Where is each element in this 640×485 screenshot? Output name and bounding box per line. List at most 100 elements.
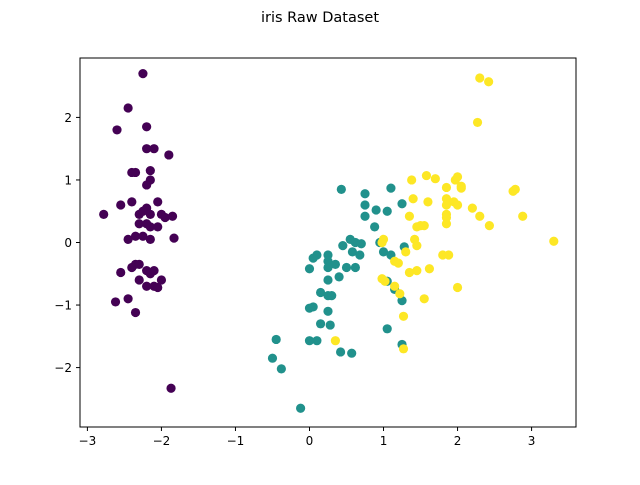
data-point-2-4 — [430, 174, 440, 184]
data-point-0-3 — [142, 122, 152, 132]
data-point-1-21 — [350, 262, 360, 273]
data-point-0-27 — [123, 234, 133, 244]
data-point-2-33 — [549, 236, 559, 246]
data-point-0-12 — [99, 209, 109, 219]
data-point-2-34 — [412, 241, 422, 251]
data-point-0-25 — [145, 222, 155, 232]
data-point-0-11 — [142, 180, 152, 190]
x-tick-label: −2 — [153, 434, 171, 448]
data-point-2-29 — [484, 221, 494, 231]
data-point-2-14 — [423, 197, 433, 207]
x-tick-label: 3 — [528, 434, 536, 448]
data-point-1-29 — [334, 272, 344, 282]
data-point-1-15 — [308, 253, 318, 263]
data-point-2-5 — [407, 175, 417, 185]
data-point-0-21 — [160, 212, 170, 223]
data-point-0-39 — [156, 275, 167, 285]
data-point-2-2 — [472, 117, 483, 128]
data-point-2-20 — [404, 211, 415, 221]
data-point-1-45 — [335, 347, 346, 357]
data-point-2-13 — [408, 194, 418, 204]
data-point-0-38 — [116, 267, 126, 278]
data-point-0-1 — [123, 103, 133, 113]
data-point-0-4 — [142, 144, 152, 154]
data-point-0-26 — [153, 222, 163, 232]
data-point-1-37 — [323, 306, 333, 316]
data-point-0-33 — [127, 262, 137, 273]
data-point-1-2 — [360, 189, 370, 199]
data-point-2-23 — [475, 211, 485, 221]
data-point-2-28 — [441, 219, 452, 229]
data-point-0-34 — [134, 259, 144, 269]
data-point-1-20 — [341, 262, 352, 273]
data-point-2-17 — [441, 200, 452, 210]
data-point-0-5 — [149, 144, 159, 154]
data-point-0-2 — [112, 125, 122, 135]
x-tick-label: −3 — [79, 434, 97, 448]
data-point-2-18 — [452, 200, 463, 210]
data-point-1-17 — [330, 259, 340, 269]
x-tick-label: 2 — [454, 434, 462, 448]
data-point-1-22 — [347, 247, 358, 257]
data-point-2-41 — [404, 267, 415, 278]
data-point-2-47 — [395, 289, 405, 299]
data-point-2-26 — [412, 222, 422, 232]
data-point-1-3 — [360, 200, 370, 210]
data-point-2-40 — [412, 266, 422, 276]
data-point-2-31 — [377, 237, 387, 248]
data-point-1-11 — [356, 239, 366, 249]
data-point-1-18 — [304, 264, 315, 274]
data-point-2-50 — [330, 336, 340, 346]
data-point-0-30 — [145, 234, 155, 244]
data-point-0-6 — [164, 150, 174, 160]
data-point-1-36 — [308, 302, 318, 312]
data-point-2-1 — [484, 77, 494, 87]
data-point-1-12 — [338, 241, 348, 251]
data-point-0-43 — [153, 282, 163, 293]
data-point-2-51 — [398, 344, 409, 354]
data-point-0-7 — [145, 165, 155, 176]
data-point-2-35 — [401, 247, 411, 257]
data-point-1-19 — [323, 262, 333, 273]
y-tick-label: 2 — [64, 111, 72, 125]
data-point-0-0 — [138, 69, 148, 79]
data-point-1-4 — [371, 205, 381, 215]
data-point-0-46 — [130, 307, 141, 318]
y-tick-label: −1 — [54, 299, 72, 313]
data-point-1-49 — [276, 364, 286, 374]
data-point-1-8 — [370, 222, 380, 232]
data-point-2-39 — [393, 258, 403, 268]
data-point-1-40 — [325, 320, 335, 330]
data-point-1-6 — [397, 199, 407, 209]
data-point-2-42 — [424, 264, 435, 274]
x-tick-label: 1 — [380, 434, 388, 448]
data-points — [99, 69, 559, 413]
data-point-2-45 — [390, 281, 400, 291]
data-point-1-0 — [336, 184, 346, 194]
data-point-0-29 — [138, 231, 148, 241]
data-point-1-39 — [316, 319, 326, 329]
data-point-2-24 — [518, 211, 528, 221]
data-point-1-34 — [327, 291, 337, 301]
y-tick-label: −2 — [54, 361, 72, 375]
data-point-2-10 — [456, 181, 466, 191]
data-point-2-27 — [419, 221, 429, 231]
data-point-0-44 — [123, 294, 133, 304]
data-point-0-13 — [116, 200, 126, 210]
data-point-0-18 — [138, 206, 148, 216]
plot-frame — [79, 57, 577, 428]
axes: −3 −2 −1 0 1 2 3 −2 −1 0 1 2 — [54, 57, 577, 448]
data-point-2-46 — [452, 282, 463, 293]
data-point-2-44 — [380, 276, 390, 286]
data-point-1-1 — [386, 183, 396, 193]
data-point-1-5 — [382, 206, 392, 216]
y-tick-label: 0 — [64, 236, 72, 250]
data-point-2-3 — [421, 170, 432, 181]
x-tick-label: −1 — [227, 434, 245, 448]
data-point-1-50 — [296, 403, 306, 413]
data-point-1-43 — [312, 336, 322, 346]
data-point-2-37 — [444, 250, 454, 260]
data-point-1-44 — [304, 336, 315, 346]
data-point-0-28 — [130, 231, 141, 241]
